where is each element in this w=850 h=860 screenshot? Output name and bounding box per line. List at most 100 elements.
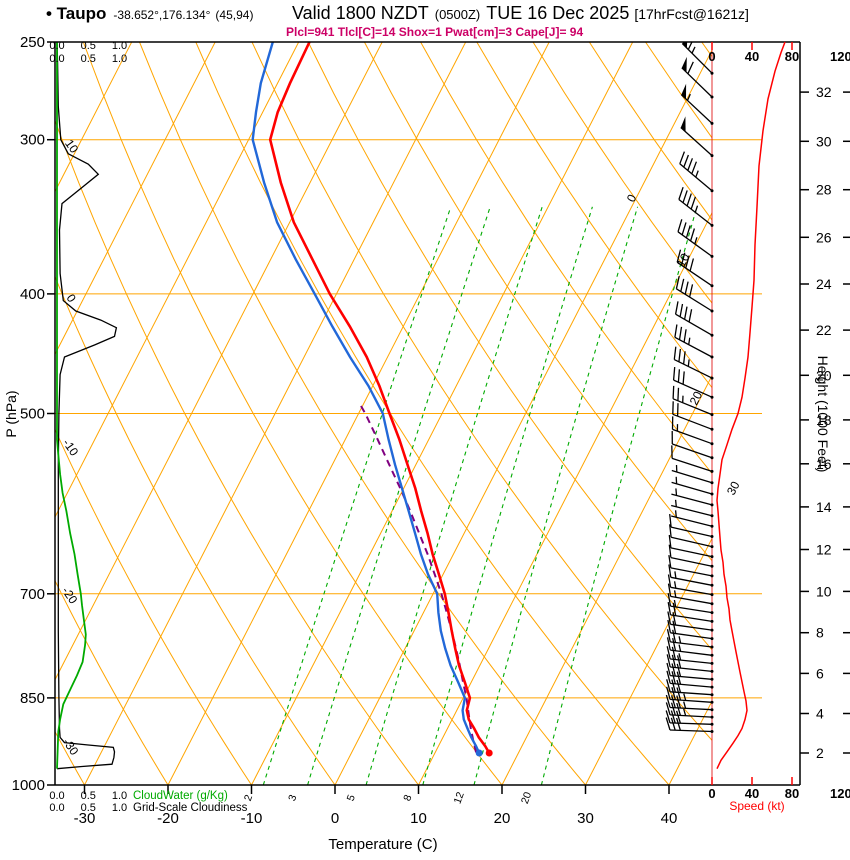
speed-profile-line — [716, 41, 786, 770]
barb-staff — [677, 231, 713, 257]
barb-full-feather — [668, 564, 672, 578]
dry-adiabat-line — [82, 42, 503, 785]
wind-barb — [667, 593, 714, 615]
barb-full-feather — [669, 514, 672, 528]
barb-full-feather — [670, 717, 676, 731]
barb-full-feather — [670, 710, 676, 724]
barb-station-dot — [710, 574, 714, 578]
isotherm-line — [55, 42, 383, 681]
dry-adiabat-label: -20 — [59, 584, 81, 607]
barb-staff — [674, 336, 713, 358]
barb-full-feather — [671, 654, 677, 668]
barb-half-feather — [673, 599, 677, 608]
barb-pennant — [682, 42, 688, 49]
barb-half-feather — [678, 636, 682, 644]
barb-station-dot — [710, 514, 714, 518]
wind-barb — [671, 499, 714, 518]
wind-barb — [666, 637, 714, 657]
barb-station-dot — [710, 653, 714, 657]
barb-station-dot — [710, 95, 714, 99]
speed-axis-title: Speed (kt) — [729, 799, 784, 813]
barb-full-feather — [689, 258, 695, 272]
cloudwater-scale-label: 1.0 — [112, 790, 127, 802]
barb-full-feather — [675, 710, 682, 724]
barb-station-dot — [710, 154, 714, 158]
temperature-tick-label: -30 — [74, 810, 96, 827]
barb-full-feather — [683, 329, 687, 343]
temperature-tick-label: 40 — [661, 810, 678, 827]
sounding-traces — [251, 42, 493, 757]
barb-station-dot — [710, 503, 714, 507]
barb-full-feather — [683, 154, 690, 168]
barb-full-feather — [686, 193, 692, 207]
barb-station-dot — [710, 413, 714, 417]
isotherm-label: 20 — [687, 389, 706, 408]
barb-staff — [681, 43, 713, 74]
barb-half-feather — [674, 499, 677, 507]
barb-full-feather — [665, 717, 671, 731]
barb-full-feather — [665, 702, 671, 716]
height-tick-label: 20 — [816, 367, 832, 383]
barb-full-feather — [667, 611, 672, 625]
barb-station-dot — [710, 669, 714, 673]
wind-barb — [680, 116, 714, 158]
speed-tick-label: 40 — [745, 49, 759, 64]
dry-adiabat-line — [307, 42, 712, 651]
barb-staff — [670, 576, 713, 586]
valid-main: Valid 1800 NZDT — [292, 3, 429, 23]
wind-barb — [674, 324, 714, 359]
wind-barb — [671, 510, 714, 528]
wind-barb — [669, 524, 714, 549]
barb-station-dot — [710, 456, 714, 460]
dry-adiabat-line — [55, 119, 419, 785]
barb-full-feather — [672, 629, 677, 643]
barb-full-feather — [666, 646, 671, 660]
barb-full-feather — [687, 61, 694, 74]
barb-staff — [669, 722, 713, 725]
temperature-axis-title: Temperature (C) — [328, 836, 437, 853]
barb-staff — [670, 556, 713, 567]
barb-station-dot — [710, 555, 714, 559]
barb-staff — [681, 67, 713, 98]
cloudwater-scale-label: 0.5 — [81, 40, 96, 52]
wind-barb — [667, 601, 714, 623]
wind-barb — [672, 367, 714, 399]
barb-station-dot — [710, 593, 714, 597]
height-tick-label: 24 — [816, 276, 832, 292]
barb-full-feather — [680, 252, 686, 266]
barb-full-feather — [687, 158, 694, 171]
barb-full-feather — [666, 679, 671, 692]
barb-full-feather — [672, 602, 677, 616]
barb-full-feather — [683, 306, 688, 320]
wind-barb — [681, 42, 714, 75]
barb-full-feather — [676, 249, 682, 263]
mixing-ratio-line — [262, 206, 452, 785]
valid-time-title: Valid 1800 NZDT (0500Z) TUE 16 Dec 2025 [17… — [292, 3, 749, 23]
barb-station-dot — [710, 309, 714, 313]
pressure-tick-label: 250 — [20, 34, 45, 51]
barb-staff — [670, 641, 713, 648]
barb-full-feather — [676, 695, 682, 709]
barb-staff — [670, 614, 713, 623]
wind-barb — [681, 56, 714, 99]
barb-half-feather — [674, 510, 677, 518]
barb-full-feather — [671, 679, 676, 693]
barb-full-feather — [671, 687, 676, 700]
barb-station-dot — [710, 708, 714, 712]
wind-barb — [672, 401, 714, 431]
barb-full-feather — [672, 637, 677, 651]
mixing-ratio-label: 5 — [345, 793, 358, 803]
height-tick-label: 6 — [816, 665, 824, 681]
wind-barb — [668, 564, 714, 587]
wind-barbs — [665, 42, 714, 733]
cloudwater-scale-label: 0.0 — [49, 40, 64, 52]
barb-staff — [670, 547, 713, 558]
barb-staff — [678, 198, 713, 226]
wind-barb — [674, 301, 714, 337]
cloudwater-scale-label: 1.0 — [112, 40, 127, 52]
temperature-tick-label: 0 — [331, 810, 339, 827]
dry-adiabat-line — [55, 579, 169, 785]
wind-barb — [666, 629, 714, 649]
barb-full-feather — [677, 219, 683, 232]
